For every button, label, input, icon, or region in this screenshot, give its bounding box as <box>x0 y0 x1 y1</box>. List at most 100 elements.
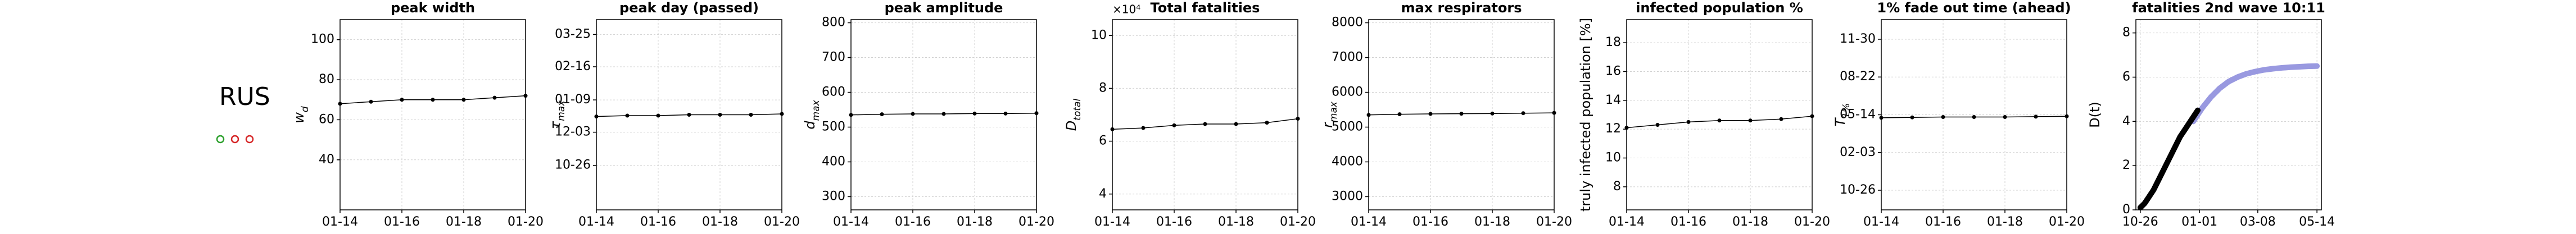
x-tick-label: 01-20 <box>1536 215 1572 229</box>
status-dot <box>216 135 225 144</box>
y-tick-label: 4000 <box>1332 154 1363 168</box>
x-tick-label: 01-16 <box>384 215 420 229</box>
data-point <box>1172 123 1176 127</box>
data-point <box>431 98 435 102</box>
y-tick-label: 700 <box>822 51 845 65</box>
y-tick-label: 400 <box>822 154 845 168</box>
data-point <box>656 113 660 118</box>
y-tick-label: 10 <box>1605 151 1621 165</box>
y-axis-label-main: w <box>291 112 307 123</box>
data-point <box>2034 114 2038 119</box>
y-axis-label-main: truly infected population [%] <box>1578 18 1593 212</box>
y-tick-label: 8 <box>1099 81 1107 95</box>
panel: Total fatalities ×10⁴ Dtotal 4 6 8 10 01-14 01-1… <box>1063 0 1316 229</box>
x-tick-label: 01-14 <box>322 215 358 229</box>
y-tick-label: 6 <box>1099 134 1107 148</box>
x-tick-label: 01-20 <box>1794 215 1830 229</box>
x-tick-label: 01-14 <box>833 215 869 229</box>
data-point <box>1910 115 1914 120</box>
y-axis-label-sub: max <box>811 99 822 121</box>
x-tick-label: 05-14 <box>2299 215 2335 229</box>
data-line <box>2190 63 2320 125</box>
y-tick-label: 0 <box>2122 203 2130 217</box>
chart-title: peak day (passed) <box>619 0 759 16</box>
data-point <box>400 98 404 102</box>
data-point <box>1203 122 1207 126</box>
y-axis-label: rmax <box>1320 101 1339 128</box>
chart-title: infected population % <box>1636 0 1803 16</box>
plot-frame <box>339 19 526 210</box>
country-label: RUS <box>219 82 270 111</box>
x-tick-label: 01-18 <box>1218 215 1254 229</box>
x-tick-label: 01-14 <box>1094 215 1130 229</box>
y-tick-label: 80 <box>319 72 334 86</box>
data-point <box>625 113 630 118</box>
y-axis-label: truly infected population [%] <box>1578 18 1593 212</box>
chart-title: max respirators <box>1401 0 1522 16</box>
chart-title: 1% fade out time (ahead) <box>1877 0 2071 16</box>
data-point <box>972 111 977 116</box>
y-axis-label-sub: 1% <box>1841 103 1852 118</box>
y-tick-label: 500 <box>822 120 845 134</box>
y-tick-label: 10-26 <box>555 158 591 172</box>
y-tick-label: 16 <box>1605 64 1621 78</box>
data-point <box>1003 111 1008 116</box>
y-axis-label: wd <box>291 106 311 123</box>
plot-frame <box>596 19 782 210</box>
x-tick-label: 01-18 <box>957 215 993 229</box>
y-tick-label: 10-26 <box>1840 183 1876 197</box>
y-axis-label: D(t) <box>2087 102 2103 128</box>
y-axis-label-sub: max <box>1328 101 1339 122</box>
y-tick-label: 600 <box>822 85 845 99</box>
chart-title: fatalities 2nd wave 10:11 <box>2132 0 2325 16</box>
plot-frame <box>1881 19 2067 210</box>
data-point <box>1717 118 1722 123</box>
x-tick-label: 01-18 <box>1732 215 1768 229</box>
y-axis-label-main: r <box>1320 121 1335 128</box>
data-point <box>1686 120 1691 124</box>
y-tick-label: 10 <box>1091 28 1107 42</box>
y-tick-label: 5000 <box>1332 120 1363 134</box>
y-tick-label: 100 <box>311 33 334 47</box>
y-axis-label-main: D <box>1063 121 1079 131</box>
plot-frame <box>850 19 1037 210</box>
x-tick-label: 01-16 <box>1156 215 1192 229</box>
data-point <box>2003 115 2007 120</box>
x-tick-label: 01-20 <box>1018 215 1054 229</box>
data-point <box>1655 122 1660 127</box>
data-point <box>749 113 753 117</box>
data-point <box>941 112 946 116</box>
y-tick-label: 02-03 <box>1840 145 1876 159</box>
y-tick-label: 4 <box>2122 114 2130 128</box>
data-point <box>492 95 497 100</box>
data-point <box>1397 112 1402 117</box>
y-tick-label: 800 <box>822 16 845 30</box>
y-axis-label: τmax <box>547 100 567 129</box>
y-tick-label: 02-16 <box>555 59 591 74</box>
panel: peak day (passed) τmax 10-26 12-03 01-09 02-1… <box>547 0 800 229</box>
panel: fatalities 2nd wave 10:11 D(t) 0 2 4 6 8 10-26 0… <box>2087 0 2335 229</box>
x-tick-label: 01-16 <box>1925 215 1961 229</box>
x-tick-label: 01-18 <box>1987 215 2023 229</box>
chart-title: Total fatalities <box>1151 0 1260 16</box>
y-tick-label: 6 <box>2122 70 2130 84</box>
x-tick-label: 01-14 <box>1609 215 1645 229</box>
x-tick-label: 01-18 <box>446 215 482 229</box>
y-tick-label: 60 <box>319 112 334 126</box>
data-point <box>1779 117 1783 121</box>
y-tick-label: 12-03 <box>555 125 591 139</box>
y-axis-label-sub: d <box>300 106 311 112</box>
plot-frame <box>1626 19 1813 210</box>
y-tick-label: 8 <box>2122 26 2130 40</box>
status-dot <box>230 135 239 144</box>
y-tick-label: 14 <box>1605 93 1621 107</box>
data-point <box>1428 112 1433 116</box>
x-tick-label: 01-20 <box>1280 215 1316 229</box>
y-axis-label-main: T <box>1832 117 1848 126</box>
y-tick-label: 300 <box>822 189 845 203</box>
data-point <box>369 99 373 104</box>
chart-title: peak width <box>391 0 475 16</box>
y-axis-label: T1% <box>1832 103 1852 127</box>
x-tick-label: 01-16 <box>1413 215 1448 229</box>
x-tick-label: 01-14 <box>1351 215 1387 229</box>
